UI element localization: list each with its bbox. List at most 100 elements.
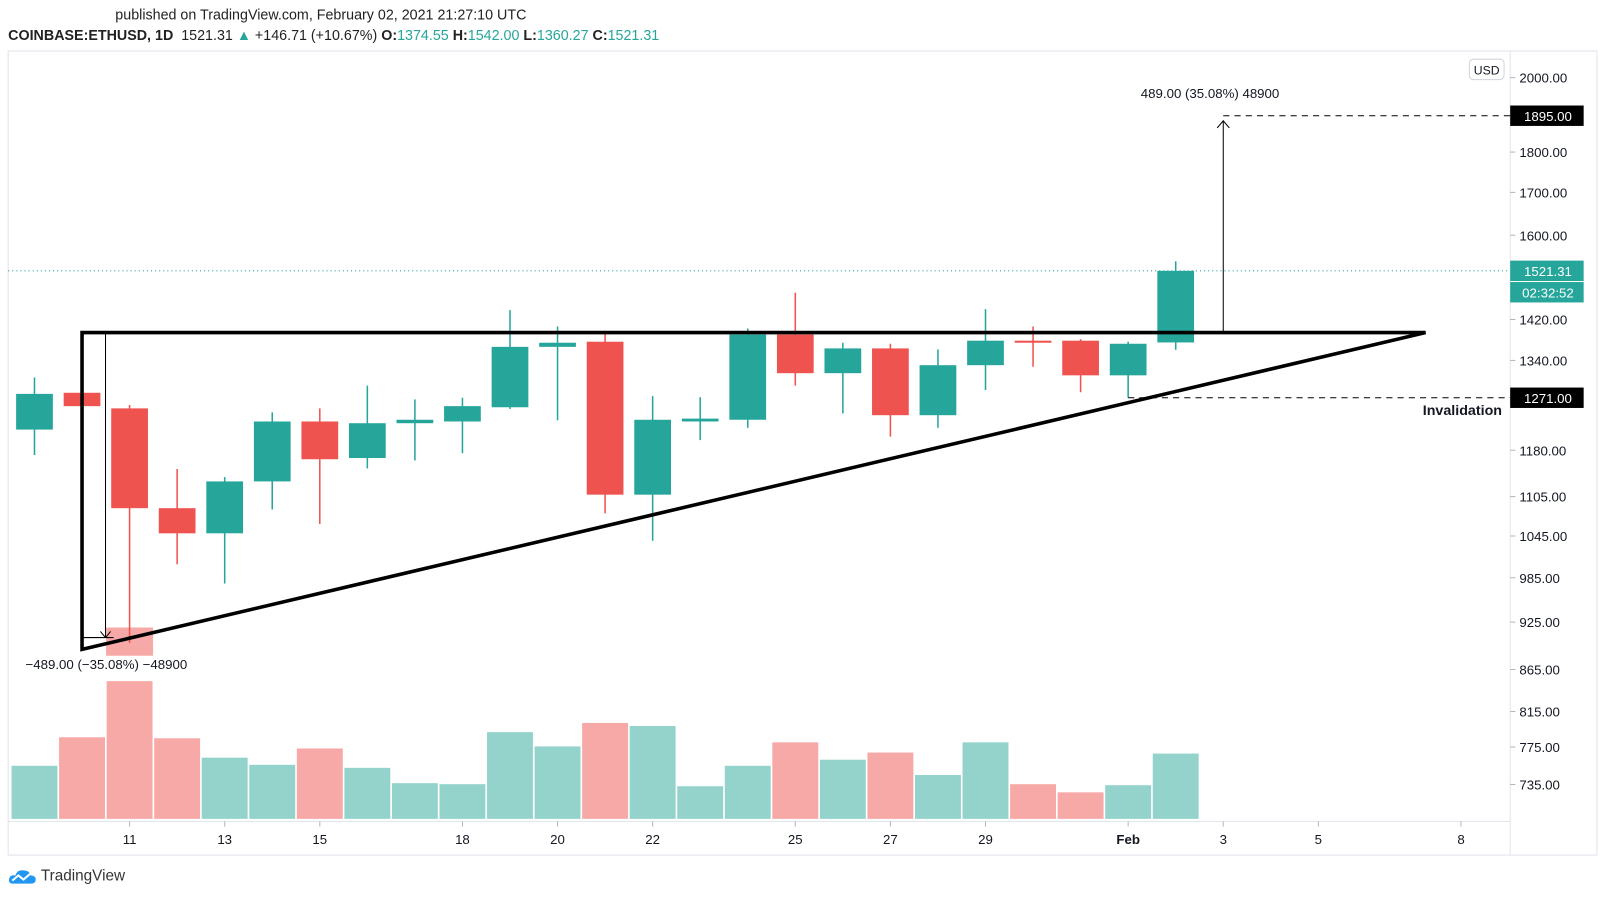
- price-tick-label: 815.00: [1519, 705, 1560, 720]
- volume-bar: [390, 782, 439, 820]
- volume-bar: [200, 756, 249, 820]
- invalidation-label: Invalidation: [1423, 403, 1502, 419]
- volume-bar: [58, 736, 107, 820]
- volume-bar: [771, 741, 820, 820]
- volume-bar: [1104, 784, 1153, 820]
- volume-bar: [295, 747, 344, 820]
- candle-body: [1109, 343, 1147, 376]
- price-tick-label: 1045.00: [1519, 529, 1567, 544]
- candle-body: [206, 481, 244, 534]
- price-tick-label: 1180.00: [1519, 443, 1566, 458]
- price-tick-label: 1105.00: [1519, 490, 1566, 505]
- tradingview-logo[interactable]: TradingView: [8, 867, 126, 885]
- candle-body: [919, 365, 957, 416]
- price-tick-label: 1420.00: [1519, 313, 1567, 328]
- high-value: 1542.00: [467, 26, 520, 43]
- time-tick-label: 20: [550, 832, 565, 847]
- candle-body: [776, 334, 814, 374]
- price-tick-label: 985.00: [1519, 571, 1560, 586]
- time-tick-label: 27: [883, 832, 898, 847]
- price-tick-label: 2000.00: [1519, 71, 1567, 86]
- price-tick-label: 925.00: [1519, 615, 1560, 630]
- candle-body: [1157, 270, 1195, 343]
- volume-bar: [866, 751, 915, 820]
- time-tick-label: Feb: [1116, 832, 1140, 847]
- candle-body: [491, 346, 529, 408]
- currency-label: USD: [1474, 63, 1500, 77]
- time-tick-label: 15: [312, 832, 327, 847]
- time-tick-label: 5: [1315, 832, 1322, 847]
- bar-countdown-tag-bg: [1510, 282, 1584, 303]
- candle-body: [16, 393, 53, 430]
- target-price-tag-bg: [1510, 105, 1584, 126]
- up-arrow-icon: ▲: [236, 26, 251, 43]
- last-price-tag: 1521.31: [1524, 264, 1572, 279]
- time-tick-label: 8: [1457, 832, 1464, 847]
- last-price-tag-bg: [1510, 260, 1584, 282]
- candle-body: [1014, 340, 1052, 343]
- up-arrow-icon: [1216, 120, 1230, 129]
- volume-bar: [723, 764, 772, 820]
- volume-bar: [628, 724, 677, 820]
- volume-bar: [343, 766, 392, 820]
- cloud-logo-icon: [9, 869, 36, 884]
- candle-body: [967, 340, 1004, 366]
- volume-bar: [533, 745, 582, 820]
- volume-bar: [1009, 783, 1058, 820]
- candle-body: [586, 341, 624, 495]
- candle-body: [634, 419, 672, 495]
- target-price-tag: 1895.00: [1524, 109, 1572, 124]
- candle-body: [872, 348, 909, 416]
- price-tick-label: 865.00: [1519, 663, 1560, 678]
- volume-bar: [105, 680, 154, 820]
- volume-bar: [1151, 752, 1200, 820]
- volume-bar: [153, 737, 202, 820]
- price-change: +146.71 (+10.67%): [254, 26, 378, 43]
- price-tick-label: 1800.00: [1519, 145, 1567, 160]
- price-tick-label: 1600.00: [1519, 228, 1567, 243]
- close-label: C:: [592, 26, 608, 43]
- time-tick-label: 22: [645, 832, 660, 847]
- bar-countdown-tag: 02:32:52: [1522, 285, 1574, 300]
- volume-bar: [1056, 791, 1105, 820]
- ascending-triangle: [80, 330, 1427, 652]
- time-tick-label: 29: [978, 832, 993, 847]
- candle-body: [539, 342, 576, 347]
- time-tick-label: 3: [1220, 832, 1227, 847]
- down-measure-label: −489.00 (−35.08%) −48900: [26, 657, 188, 672]
- symbol-name[interactable]: COINBASE:ETHUSD, 1D: [8, 26, 174, 43]
- volume-bar: [248, 763, 297, 820]
- candle-body: [253, 421, 291, 482]
- open-label: O:: [381, 26, 398, 43]
- last-price: 1521.31: [181, 26, 233, 43]
- currency-button[interactable]: [1468, 58, 1505, 81]
- volume-bar: [961, 741, 1010, 820]
- candle-body: [111, 408, 148, 509]
- volume-bar: [913, 773, 962, 820]
- time-tick-label: 13: [217, 832, 232, 847]
- invalidation-price-tag-bg: [1510, 387, 1584, 408]
- candle-body: [1062, 340, 1099, 376]
- low-value: 1360.27: [536, 26, 589, 43]
- candle-body: [158, 508, 196, 534]
- candle-body: [301, 421, 339, 460]
- up-measure-label: 489.00 (35.08%) 48900: [1141, 86, 1280, 101]
- brand-name: TradingView: [40, 867, 126, 885]
- chart-frame: [7, 50, 1598, 856]
- price-tick-label: 1340.00: [1519, 354, 1567, 369]
- price-tick-label: 735.00: [1519, 778, 1560, 793]
- symbol-legend: COINBASE:ETHUSD, 1D 1521.31 ▲ +146.71 (+…: [8, 27, 659, 43]
- low-label: L:: [523, 26, 537, 43]
- price-tick-label: 1700.00: [1519, 186, 1567, 201]
- time-tick-label: 18: [455, 832, 470, 847]
- price-tick-label: 775.00: [1519, 740, 1560, 755]
- close-value: 1521.31: [607, 26, 660, 43]
- high-label: H:: [452, 26, 468, 43]
- volume-bar: [581, 721, 630, 820]
- invalidation-price-tag: 1271.00: [1524, 391, 1572, 406]
- candle-body: [444, 406, 481, 422]
- volume-bar: [676, 785, 725, 820]
- open-value: 1374.55: [397, 26, 449, 43]
